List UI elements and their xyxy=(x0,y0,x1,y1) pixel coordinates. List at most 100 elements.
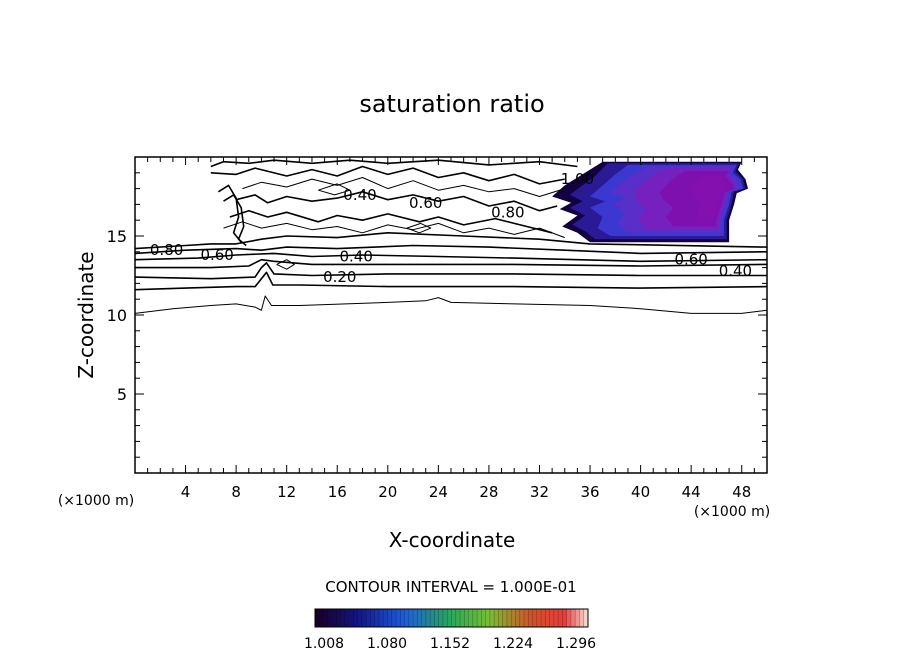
colorbar-swatch xyxy=(506,609,512,627)
colorbar-swatch xyxy=(417,609,422,627)
colorbar-swatch xyxy=(438,609,444,627)
colorbar-swatch xyxy=(481,609,486,627)
contour-label: 0.40 xyxy=(343,186,376,204)
y-tick-label: 5 xyxy=(117,385,127,404)
supersaturation-fill-6 xyxy=(691,176,728,217)
plot-area: 0.80 0.60 0.20 0.40 0.40 0.60 0.80 1.00 0.60 0.40 xyxy=(134,159,768,314)
colorbar-swatch xyxy=(413,609,418,627)
colorbar-frame xyxy=(314,608,589,628)
colorbar-label: 1.296 xyxy=(556,636,596,652)
colorbar-swatch xyxy=(370,609,376,627)
y-axis: 5 10 15 xyxy=(107,156,767,474)
colorbar-swatch xyxy=(366,609,371,627)
colorbar-swatch xyxy=(353,609,358,627)
contour-line-7 xyxy=(223,221,565,239)
colorbar xyxy=(314,608,589,628)
colorbar-swatch xyxy=(566,609,572,627)
colorbar-label: 1.224 xyxy=(493,636,533,652)
colorbar-swatch xyxy=(545,609,550,627)
colorbar-swatch xyxy=(315,609,320,627)
contour-label: 0.60 xyxy=(409,194,442,212)
colorbar-swatch xyxy=(442,609,448,627)
contour-line-14 xyxy=(217,184,242,243)
colorbar-swatch xyxy=(434,609,440,627)
colorbar-swatch xyxy=(323,609,329,627)
colorbar-label: 1.080 xyxy=(367,636,407,652)
x-tick-label: 40 xyxy=(631,483,650,501)
x-tick-label: 20 xyxy=(378,483,397,501)
colorbar-swatch xyxy=(332,609,337,627)
colorbar-labels: 1.008 1.080 1.152 1.224 1.296 xyxy=(304,636,596,652)
colorbar-swatch xyxy=(396,609,401,627)
x-tick-label: 12 xyxy=(277,483,296,501)
colorbar-swatch xyxy=(404,609,410,627)
contour-line-0 xyxy=(134,295,768,314)
colorbar-swatch xyxy=(327,609,333,627)
colorbar-swatch xyxy=(502,609,508,627)
colorbar-swatch xyxy=(447,609,452,627)
colorbar-swatch xyxy=(468,609,474,627)
contour-line-6 xyxy=(134,232,768,250)
colorbar-swatch xyxy=(583,609,589,627)
contour-line-16 xyxy=(406,222,432,234)
contour-line-9 xyxy=(235,191,558,212)
contour-line-17 xyxy=(318,183,351,196)
contour-label: 0.60 xyxy=(674,251,707,269)
contour-label: 0.80 xyxy=(150,241,183,259)
contour-line-5 xyxy=(134,244,768,255)
contour-line-8 xyxy=(229,209,553,234)
contour-label: 0.80 xyxy=(491,203,524,221)
x-tick-label: 28 xyxy=(479,483,498,501)
colorbar-swatch xyxy=(425,609,431,627)
colorbar-swatch xyxy=(374,609,380,627)
colorbar-swatch xyxy=(541,609,546,627)
contour-line-11 xyxy=(210,165,565,185)
colorbar-swatch xyxy=(421,609,427,627)
colorbar-swatch xyxy=(498,609,503,627)
contour-line-13 xyxy=(223,194,247,247)
x-tick-label: 48 xyxy=(732,483,751,501)
colorbar-swatch xyxy=(485,609,491,627)
colorbar-swatch xyxy=(579,609,585,627)
contour-line-3 xyxy=(135,258,768,269)
colorbar-swatch xyxy=(511,609,516,627)
y-axis-label: Z-coordinate xyxy=(74,251,98,378)
colorbar-swatch xyxy=(383,609,388,627)
colorbar-swatch xyxy=(455,609,461,627)
contour-label: 1.00 xyxy=(561,170,594,188)
colorbar-swatch xyxy=(378,609,384,627)
colorbar-swatch xyxy=(344,609,350,627)
contour-line-10 xyxy=(242,177,565,197)
colorbar-swatch xyxy=(477,609,482,627)
colorbar-swatch xyxy=(387,609,393,627)
contour-line-15 xyxy=(276,259,295,270)
chart-title: saturation ratio xyxy=(359,90,544,118)
colorbar-swatch xyxy=(464,609,469,627)
y-tick-label: 15 xyxy=(107,227,127,246)
colorbar-swatch xyxy=(494,609,499,627)
colorbar-swatch xyxy=(575,609,580,627)
colorbar-swatch xyxy=(361,609,367,627)
colorbar-swatch xyxy=(319,609,324,627)
colorbar-swatch xyxy=(391,609,397,627)
colorbar-swatch xyxy=(570,609,576,627)
contour-interval: CONTOUR INTERVAL = 1.000E-01 xyxy=(325,578,576,596)
x-axis-unit-right: (×1000 m) xyxy=(694,504,770,520)
x-tick-label: 4 xyxy=(181,483,191,501)
contour-line-1 xyxy=(134,271,768,291)
colorbar-swatch xyxy=(558,609,563,627)
colorbar-swatch xyxy=(430,609,435,627)
x-tick-label: 8 xyxy=(231,483,241,501)
x-tick-label: 32 xyxy=(530,483,549,501)
x-tick-label: 44 xyxy=(682,483,701,501)
colorbar-swatch xyxy=(451,609,457,627)
contour-label: 0.60 xyxy=(200,246,233,264)
colorbar-swatch xyxy=(532,609,538,627)
colorbar-swatch xyxy=(408,609,414,627)
contour-line-2 xyxy=(134,262,767,280)
colorbar-swatch xyxy=(460,609,465,627)
colorbar-swatch xyxy=(336,609,341,627)
contour-label: 0.40 xyxy=(339,248,372,266)
colorbar-swatch xyxy=(519,609,525,627)
